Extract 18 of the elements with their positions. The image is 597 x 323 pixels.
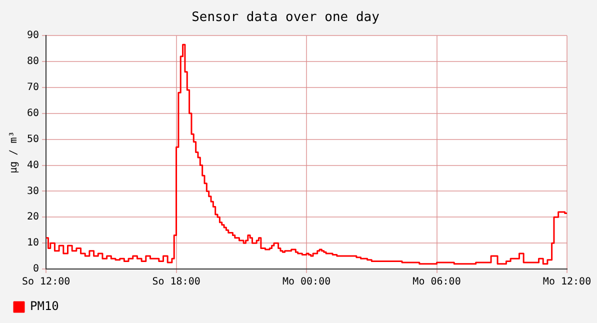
y-tick-label: 20	[26, 212, 40, 223]
y-tick-label: 10	[26, 238, 40, 249]
y-tick-label: 70	[26, 82, 40, 94]
y-tick-label: 90	[26, 30, 40, 42]
y-tick-label: 60	[26, 108, 40, 119]
y-tick-label: 30	[26, 186, 40, 197]
chart-title: Sensor data over one day	[192, 10, 380, 26]
y-tick-label: 40	[26, 160, 40, 171]
x-tick-label: Mo 00:00	[282, 276, 331, 288]
x-tick-label: So 18:00	[152, 276, 200, 288]
y-tick-label: 50	[26, 134, 40, 145]
y-tick-label: 80	[26, 56, 40, 68]
x-tick-label: So 12:00	[22, 276, 70, 288]
x-tick-label: Mo 06:00	[412, 276, 461, 288]
legend-label: PM10	[30, 299, 59, 314]
y-tick-label: 0	[33, 264, 40, 275]
x-tick-label: Mo 12:00	[542, 276, 592, 288]
y-axis-title: µg / m³	[8, 131, 20, 174]
